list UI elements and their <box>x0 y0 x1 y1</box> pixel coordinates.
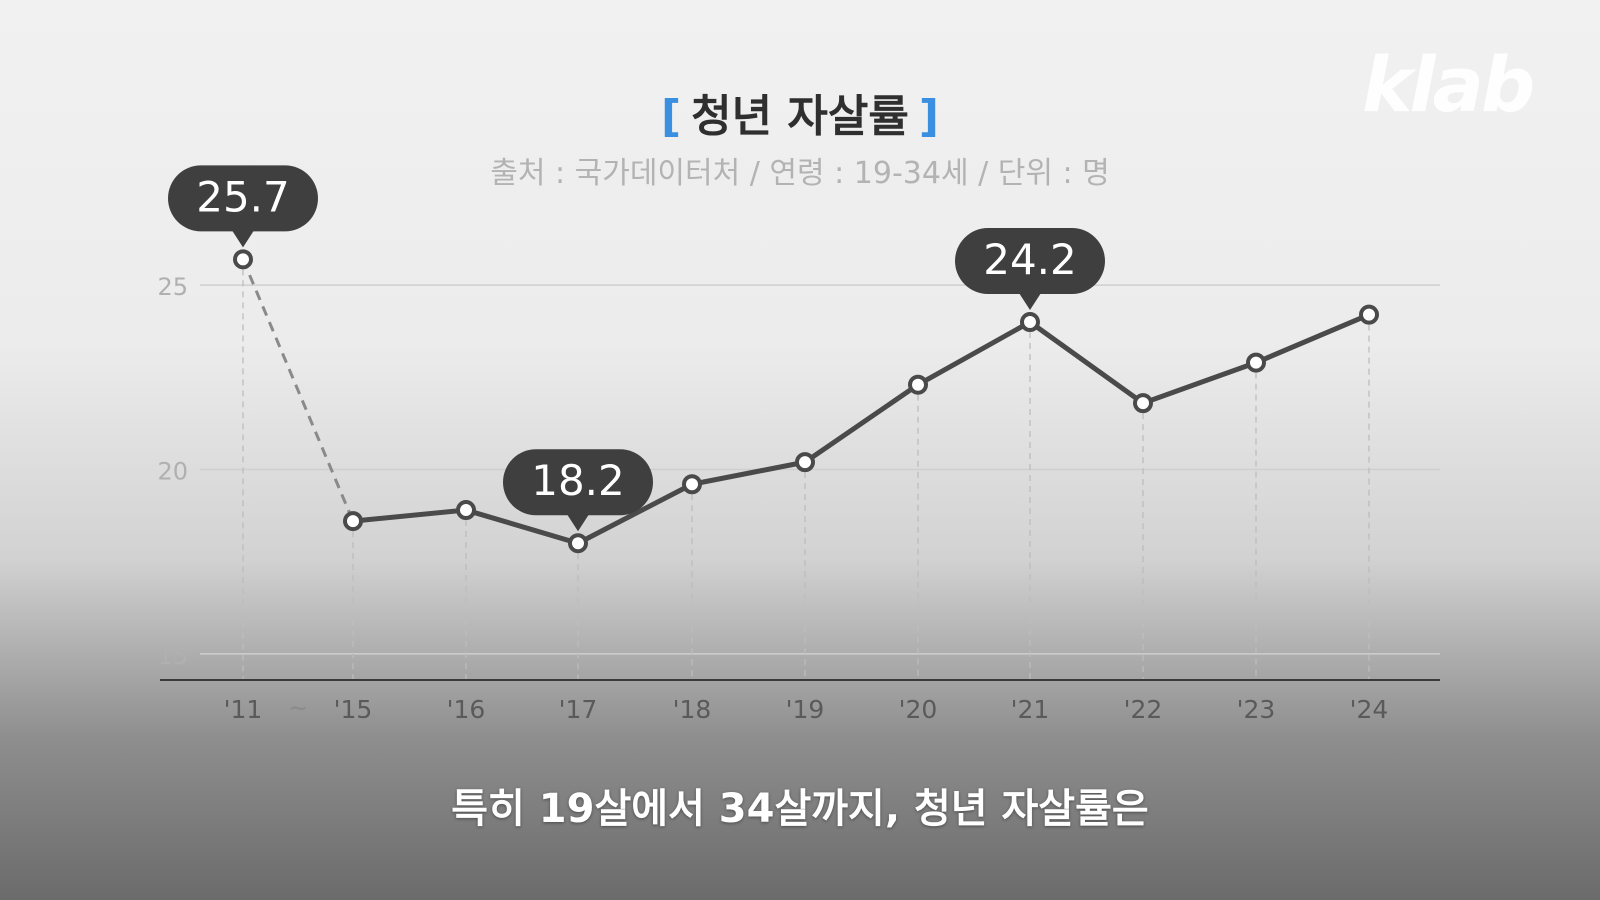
x-tick-label: '17 <box>559 695 598 724</box>
callout-bubble <box>168 165 318 232</box>
callout-pointer <box>232 230 254 248</box>
data-point <box>1246 352 1266 373</box>
data-point <box>682 474 702 495</box>
axis-break-label: ~ <box>288 694 308 722</box>
series-line <box>352 312 1370 546</box>
callout-label: 25.7 <box>196 172 290 221</box>
x-tick-label: '21 <box>1011 695 1050 724</box>
data-point <box>1133 393 1153 414</box>
callout-pointer <box>567 514 589 532</box>
data-point <box>233 249 253 270</box>
callout-label: 18.2 <box>531 456 625 505</box>
chart-title: [청년 자살률] <box>0 80 1600 144</box>
data-point <box>568 533 588 554</box>
x-tick-label: '22 <box>1124 695 1163 724</box>
data-point <box>456 500 476 521</box>
y-tick-label: 25 <box>157 273 188 301</box>
callout-bubble <box>955 228 1105 295</box>
x-tick-label: '15 <box>334 695 373 724</box>
callout-label: 24.2 <box>983 235 1077 284</box>
data-point <box>1020 312 1040 333</box>
series-line-break-segment <box>241 258 355 522</box>
callout-bubble <box>503 449 653 516</box>
callout-pointer <box>1019 293 1041 311</box>
x-tick-label: '23 <box>1237 695 1276 724</box>
chart-subtitle: 출처 : 국가데이터처 / 연령 : 19-34세 / 단위 : 명 <box>490 156 1110 191</box>
brand-logo: klab <box>1362 40 1535 129</box>
y-tick-label: 20 <box>157 458 188 486</box>
title-open-bracket: [ <box>661 91 682 142</box>
line-chart: 25 20 15 '11 '15 '16 '17 '18 '19 '20 '21 '22 '23 '24 ~… <box>157 165 1440 724</box>
x-tick-label: '18 <box>673 695 712 724</box>
x-tick-label: '19 <box>786 695 825 724</box>
x-tick-label: '11 <box>224 695 263 724</box>
x-tick-label: '20 <box>899 695 938 724</box>
subtitle-caption: 특히 19살에서 34살까지, 청년 자살률은 <box>451 786 1149 832</box>
data-point <box>1359 304 1379 325</box>
data-point <box>795 452 815 473</box>
title-close-bracket: ] <box>918 91 939 142</box>
x-tick-label: '24 <box>1350 695 1389 724</box>
x-tick-label: '16 <box>447 695 486 724</box>
data-point <box>343 511 363 532</box>
title-text: 청년 자살률 <box>691 91 909 142</box>
data-point <box>908 374 928 395</box>
y-tick-label: 15 <box>157 642 188 670</box>
